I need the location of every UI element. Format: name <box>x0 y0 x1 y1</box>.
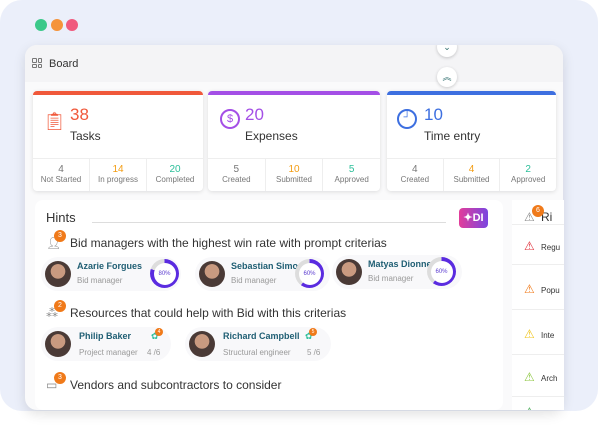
skill-match: 5 /6 <box>307 348 321 357</box>
person-card[interactable]: Sebastian Simon Bid manager 60% <box>195 257 330 291</box>
window-dot-red[interactable] <box>66 19 78 31</box>
risks-header: ⚠︎ 6 Ri <box>512 200 564 225</box>
card-time-entry[interactable]: ┘ 10 Time entry 4 Created 4 Submitted 2 App… <box>387 91 556 191</box>
vendor-icon: ▭ 3 <box>46 372 66 392</box>
board-title: Board <box>49 58 79 70</box>
hint-section-resources[interactable]: ⁂ 2 Resources that could help with Bid wit… <box>46 300 347 320</box>
person-card[interactable]: Philip Baker Project manager ✿ 4 4 /6 <box>41 327 171 361</box>
ai-button[interactable]: ✦DI <box>459 208 488 228</box>
risk-item[interactable]: ⚠︎ Inte <box>512 310 564 355</box>
tasks-count: 38 <box>70 105 89 124</box>
stat-approved[interactable]: 5 Approved <box>334 164 369 184</box>
skill-match: 4 /6 <box>147 348 161 357</box>
person-card[interactable]: Richard Campbell Structural engineer ✿ 5 … <box>185 327 331 361</box>
win-rate-ring: 60% <box>295 259 324 288</box>
clipboard-icon: 📋︎ <box>43 111 66 131</box>
expenses-count: 20 <box>245 105 264 124</box>
window-dot-green[interactable] <box>35 19 47 31</box>
risks-panel: ⚠︎6Ri ⚠︎Regu ⚠︎Popu ⚠︎Inte ⚠︎Arch ⚠︎Fi <box>512 200 564 410</box>
avatar <box>199 261 225 287</box>
window-dot-orange[interactable] <box>51 19 63 31</box>
board-window: Board ⌄ ︽ 📋︎ 38 Tasks 4 Not Started 14 In … <box>25 45 563 410</box>
avatar <box>45 331 71 357</box>
stat-submitted[interactable]: 10 Submitted <box>266 159 324 191</box>
person-card[interactable]: Matyas Dionne Bid manager 60% <box>332 255 462 289</box>
risk-item[interactable]: ⚠︎Fi <box>512 397 564 410</box>
card-tasks[interactable]: 📋︎ 38 Tasks 4 Not Started 14 In progress 2… <box>33 91 203 191</box>
grid-icon <box>32 58 42 68</box>
stat-submitted[interactable]: 4 Submitted <box>444 159 501 191</box>
hint-section-vendors[interactable]: ▭ 3 Vendors and subcontractors to consider <box>46 372 282 392</box>
vendors-section-title: Vendors and subcontractors to consider <box>70 378 282 392</box>
expenses-label: Expenses <box>245 129 298 143</box>
stat-not-started[interactable]: 4 Not Started <box>33 159 90 191</box>
risk-item[interactable]: ⚠︎ Arch <box>512 355 564 397</box>
dollar-refresh-icon: $ <box>220 109 240 129</box>
avatar <box>336 259 362 285</box>
win-rate-ring: 80% <box>150 259 179 288</box>
warning-icon: ⚠︎ <box>524 405 538 410</box>
hints-title: Hints <box>46 210 76 225</box>
stat-approved[interactable]: 2 Approved <box>511 164 546 184</box>
avatar <box>45 261 71 287</box>
risk-item[interactable]: ⚠︎ Regu <box>512 225 564 265</box>
clock-plus-icon: ┘ <box>397 109 417 129</box>
skills-icon: ✿ 4 <box>151 328 163 342</box>
time-entry-count: 10 <box>424 105 443 124</box>
card-expenses[interactable]: $ 20 Expenses 5 Created 10 Submitted 5 Appr… <box>208 91 380 191</box>
hint-section-bid-managers[interactable]: 👤︎ 3 Bid managers with the highest win rat… <box>46 230 387 250</box>
warning-icon: ⚠︎ <box>524 282 535 296</box>
avatar <box>189 331 215 357</box>
skills-icon: ✿ 5 <box>305 328 317 342</box>
board-header: Board <box>25 45 563 82</box>
team-icon: ⁂ 2 <box>46 300 66 320</box>
user-icon: 👤︎ 3 <box>46 230 66 250</box>
divider <box>92 222 446 223</box>
warning-icon: ⚠︎ <box>524 370 535 384</box>
win-rate-ring: 60% <box>427 257 456 286</box>
warning-icon: ⚠︎ 6 <box>524 205 544 224</box>
double-chevron-up-icon[interactable]: ︽ <box>437 67 457 87</box>
stat-created[interactable]: 5 Created <box>208 159 266 191</box>
chevron-down-icon[interactable]: ⌄ <box>437 45 457 57</box>
stat-created[interactable]: 4 Created <box>387 159 444 191</box>
risk-item[interactable]: ⚠︎ Popu <box>512 265 564 310</box>
hints-panel: Hints ✦DI 👤︎ 3 Bid managers with the highe… <box>35 200 503 410</box>
warning-icon: ⚠︎ <box>524 327 535 341</box>
warning-icon: ⚠︎ <box>524 239 535 253</box>
tasks-label: Tasks <box>70 129 101 143</box>
person-card[interactable]: Azarie Forgues Bid manager 80% <box>41 257 181 291</box>
stat-in-progress[interactable]: 14 In progress <box>90 159 147 191</box>
time-entry-label: Time entry <box>424 129 481 143</box>
stat-completed[interactable]: 20 Completed <box>155 164 195 184</box>
